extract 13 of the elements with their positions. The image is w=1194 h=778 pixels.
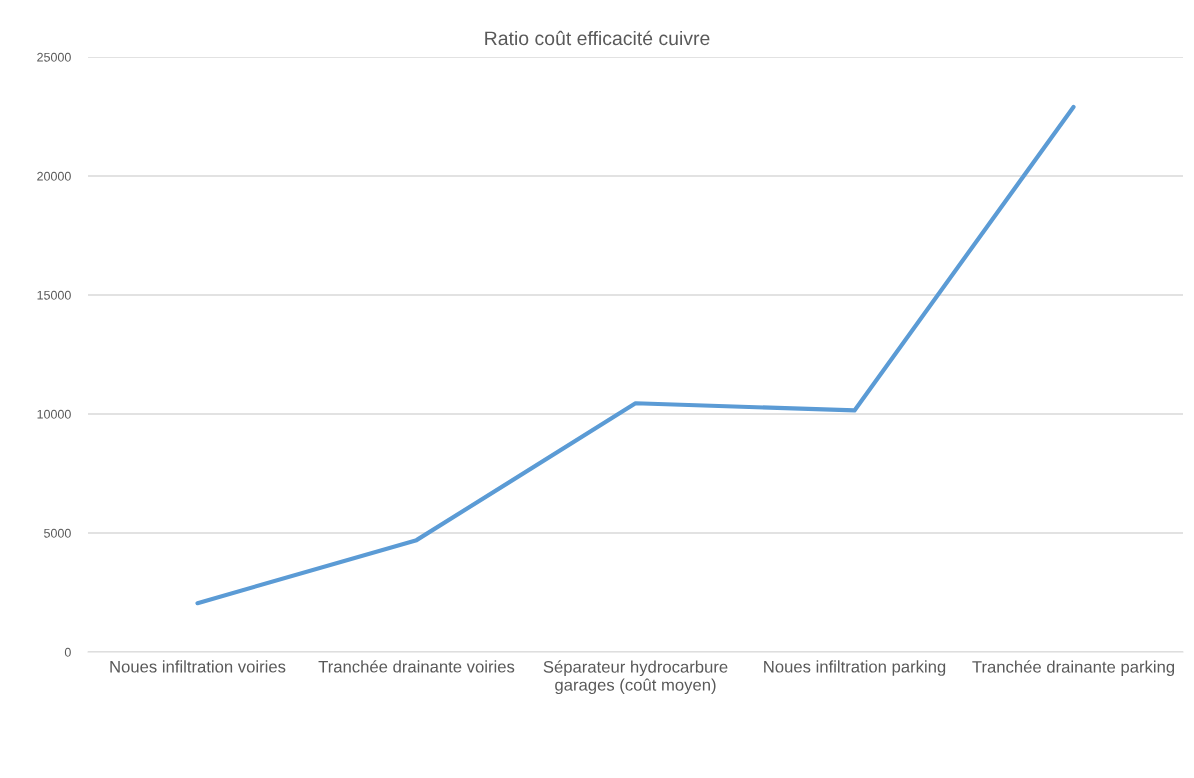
x-tick-label: Séparateur hydrocarbure garages (coût moyen)	[543, 660, 728, 695]
y-tick-label: 5000	[44, 528, 71, 538]
y-tick-label: 20000	[37, 171, 71, 181]
x-tick-label: Noues infiltration voiries	[110, 660, 286, 673]
y-tick-label: 15000	[37, 290, 71, 300]
x-tick-label: Tranchée drainante voiries	[318, 660, 515, 673]
y-tick-label: 10000	[37, 409, 71, 419]
x-tick-label: Noues infiltration parking	[764, 660, 946, 676]
y-tick-label: 25000	[37, 52, 71, 62]
y-tick-label: 0	[64, 647, 71, 657]
x-tick-label: Tranchée drainante parking	[972, 660, 1175, 677]
line-series	[195, 104, 1076, 606]
chart-title: Ratio coût efficacité cuivre	[485, 30, 710, 46]
